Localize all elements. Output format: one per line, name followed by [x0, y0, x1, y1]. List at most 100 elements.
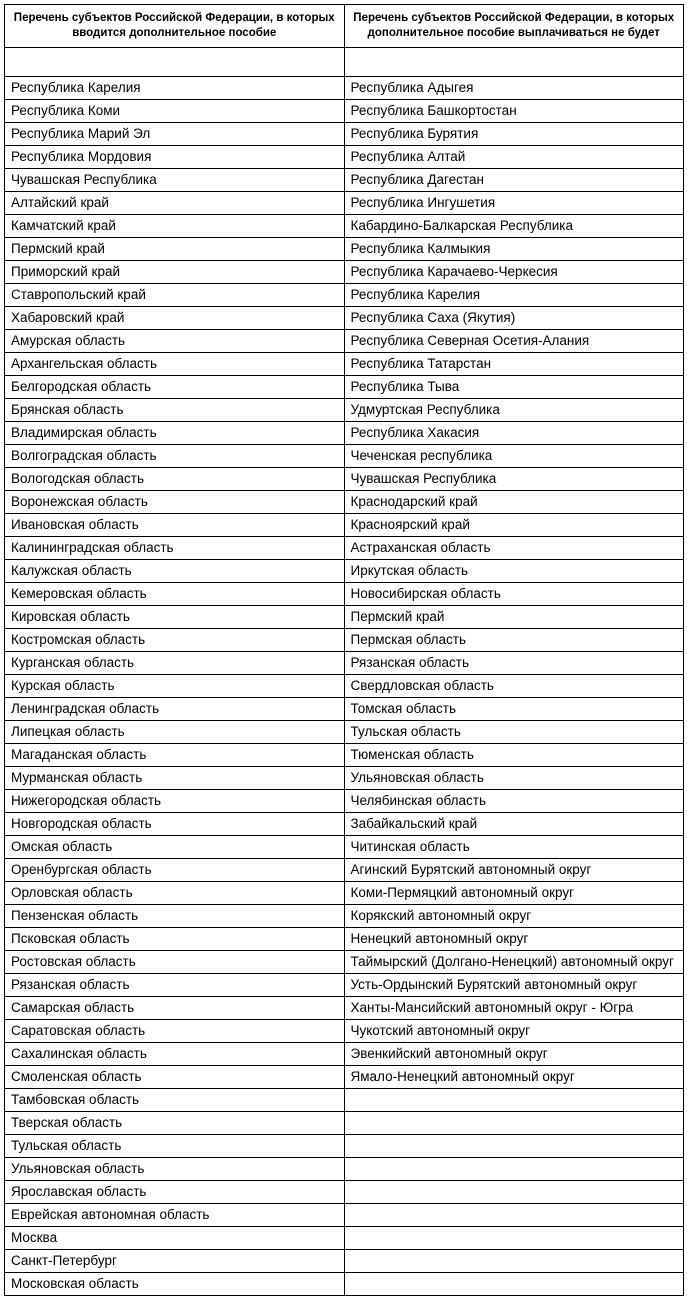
- table-row: Московская область: [5, 1272, 684, 1295]
- cell-introduced: Московская область: [5, 1272, 345, 1295]
- table-row: Ленинградская областьТомская область: [5, 697, 684, 720]
- cell-introduced: Оренбургская область: [5, 858, 345, 881]
- table-row: Республика Марий ЭлРеспублика Бурятия: [5, 122, 684, 145]
- table-row: Омская областьЧитинская область: [5, 835, 684, 858]
- table-row: Курганская областьРязанская область: [5, 651, 684, 674]
- cell-introduced: Ставропольский край: [5, 283, 345, 306]
- table-row: Калужская областьИркутская область: [5, 559, 684, 582]
- cell-not-paid: [344, 1226, 684, 1249]
- cell-introduced: Республика Мордовия: [5, 145, 345, 168]
- table-row: Пензенская областьКорякский автономный о…: [5, 904, 684, 927]
- cell-not-paid: [344, 1157, 684, 1180]
- cell-introduced: Республика Карелия: [5, 76, 345, 99]
- cell-introduced: Саратовская область: [5, 1019, 345, 1042]
- cell-introduced: Самарская область: [5, 996, 345, 1019]
- cell-not-paid: Республика Бурятия: [344, 122, 684, 145]
- cell-not-paid: Чеченская республика: [344, 444, 684, 467]
- cell-introduced: Приморский край: [5, 260, 345, 283]
- cell-introduced: Владимирская область: [5, 421, 345, 444]
- table-row: Камчатский крайКабардино-Балкарская Респ…: [5, 214, 684, 237]
- spacer-row: [5, 47, 684, 76]
- column-header-introduced: Перечень субъектов Российской Федерации,…: [5, 5, 345, 48]
- cell-not-paid: Республика Карачаево-Черкесия: [344, 260, 684, 283]
- cell-introduced: Орловская область: [5, 881, 345, 904]
- cell-introduced: Кемеровская область: [5, 582, 345, 605]
- table-row: Санкт-Петербург: [5, 1249, 684, 1272]
- cell-not-paid: Таймырский (Долгано-Ненецкий) автономный…: [344, 950, 684, 973]
- cell-introduced: Хабаровский край: [5, 306, 345, 329]
- cell-introduced: Курская область: [5, 674, 345, 697]
- cell-introduced: Вологодская область: [5, 467, 345, 490]
- table-row: Магаданская областьТюменская область: [5, 743, 684, 766]
- table-row: Костромская областьПермская область: [5, 628, 684, 651]
- cell-not-paid: Ульяновская область: [344, 766, 684, 789]
- column-header-not-paid: Перечень субъектов Российской Федерации,…: [344, 5, 684, 48]
- table-row: Мурманская областьУльяновская область: [5, 766, 684, 789]
- cell-not-paid: Республика Татарстан: [344, 352, 684, 375]
- table-row: Республика КарелияРеспублика Адыгея: [5, 76, 684, 99]
- cell-introduced: Тамбовская область: [5, 1088, 345, 1111]
- cell-introduced: Пензенская область: [5, 904, 345, 927]
- cell-introduced: Костромская область: [5, 628, 345, 651]
- cell-not-paid: Пермская область: [344, 628, 684, 651]
- cell-not-paid: Эвенкийский автономный округ: [344, 1042, 684, 1065]
- table-row: Самарская областьХанты-Мансийский автоно…: [5, 996, 684, 1019]
- cell-not-paid: [344, 1272, 684, 1295]
- table-row: Волгоградская областьЧеченская республик…: [5, 444, 684, 467]
- cell-not-paid: Рязанская область: [344, 651, 684, 674]
- cell-introduced: Алтайский край: [5, 191, 345, 214]
- table-row: Калининградская областьАстраханская обла…: [5, 536, 684, 559]
- table-row: Смоленская областьЯмало-Ненецкий автоном…: [5, 1065, 684, 1088]
- table-row: Новгородская областьЗабайкальский край: [5, 812, 684, 835]
- table-row: Вологодская областьЧувашская Республика: [5, 467, 684, 490]
- cell-not-paid: Забайкальский край: [344, 812, 684, 835]
- cell-not-paid: [344, 1111, 684, 1134]
- table-row: Кировская областьПермский край: [5, 605, 684, 628]
- cell-not-paid: Чувашская Республика: [344, 467, 684, 490]
- cell-introduced: Брянская область: [5, 398, 345, 421]
- cell-not-paid: Республика Саха (Якутия): [344, 306, 684, 329]
- cell-introduced: Пермский край: [5, 237, 345, 260]
- cell-not-paid: Астраханская область: [344, 536, 684, 559]
- cell-introduced: Еврейская автономная область: [5, 1203, 345, 1226]
- cell-not-paid: Ненецкий автономный округ: [344, 927, 684, 950]
- cell-introduced: Липецкая область: [5, 720, 345, 743]
- cell-not-paid: Краснодарский край: [344, 490, 684, 513]
- cell-introduced: Мурманская область: [5, 766, 345, 789]
- table-row: Ярославская область: [5, 1180, 684, 1203]
- cell-not-paid: Ханты-Мансийский автономный округ - Югра: [344, 996, 684, 1019]
- cell-introduced: Калининградская область: [5, 536, 345, 559]
- cell-introduced: Ростовская область: [5, 950, 345, 973]
- cell-introduced: Курганская область: [5, 651, 345, 674]
- cell-introduced: Чувашская Республика: [5, 168, 345, 191]
- cell-not-paid: Корякский автономный округ: [344, 904, 684, 927]
- cell-introduced: Кировская область: [5, 605, 345, 628]
- regions-table: Перечень субъектов Российской Федерации,…: [4, 4, 684, 1296]
- cell-not-paid: Агинский Бурятский автономный округ: [344, 858, 684, 881]
- cell-introduced: Республика Коми: [5, 99, 345, 122]
- cell-not-paid: [344, 1088, 684, 1111]
- table-row: Оренбургская областьАгинский Бурятский а…: [5, 858, 684, 881]
- cell-not-paid: [344, 1249, 684, 1272]
- table-row: Кемеровская областьНовосибирская область: [5, 582, 684, 605]
- cell-not-paid: Удмуртская Республика: [344, 398, 684, 421]
- cell-not-paid: Республика Башкортостан: [344, 99, 684, 122]
- cell-introduced: Сахалинская область: [5, 1042, 345, 1065]
- table-row: Тульская область: [5, 1134, 684, 1157]
- table-row: Курская областьСвердловская область: [5, 674, 684, 697]
- table-row: Белгородская областьРеспублика Тыва: [5, 375, 684, 398]
- cell-introduced: Новгородская область: [5, 812, 345, 835]
- table-row: Сахалинская областьЭвенкийский автономны…: [5, 1042, 684, 1065]
- cell-not-paid: Челябинская область: [344, 789, 684, 812]
- cell-introduced: Воронежская область: [5, 490, 345, 513]
- cell-not-paid: Красноярский край: [344, 513, 684, 536]
- table-row: Саратовская областьЧукотский автономный …: [5, 1019, 684, 1042]
- cell-not-paid: Усть-Ордынский Бурятский автономный окру…: [344, 973, 684, 996]
- cell-not-paid: Республика Карелия: [344, 283, 684, 306]
- cell-not-paid: Пермский край: [344, 605, 684, 628]
- cell-not-paid: Республика Северная Осетия-Алания: [344, 329, 684, 352]
- table-row: Республика МордовияРеспублика Алтай: [5, 145, 684, 168]
- cell-introduced: Волгоградская область: [5, 444, 345, 467]
- table-row: Республика КомиРеспублика Башкортостан: [5, 99, 684, 122]
- table-row: Липецкая областьТульская область: [5, 720, 684, 743]
